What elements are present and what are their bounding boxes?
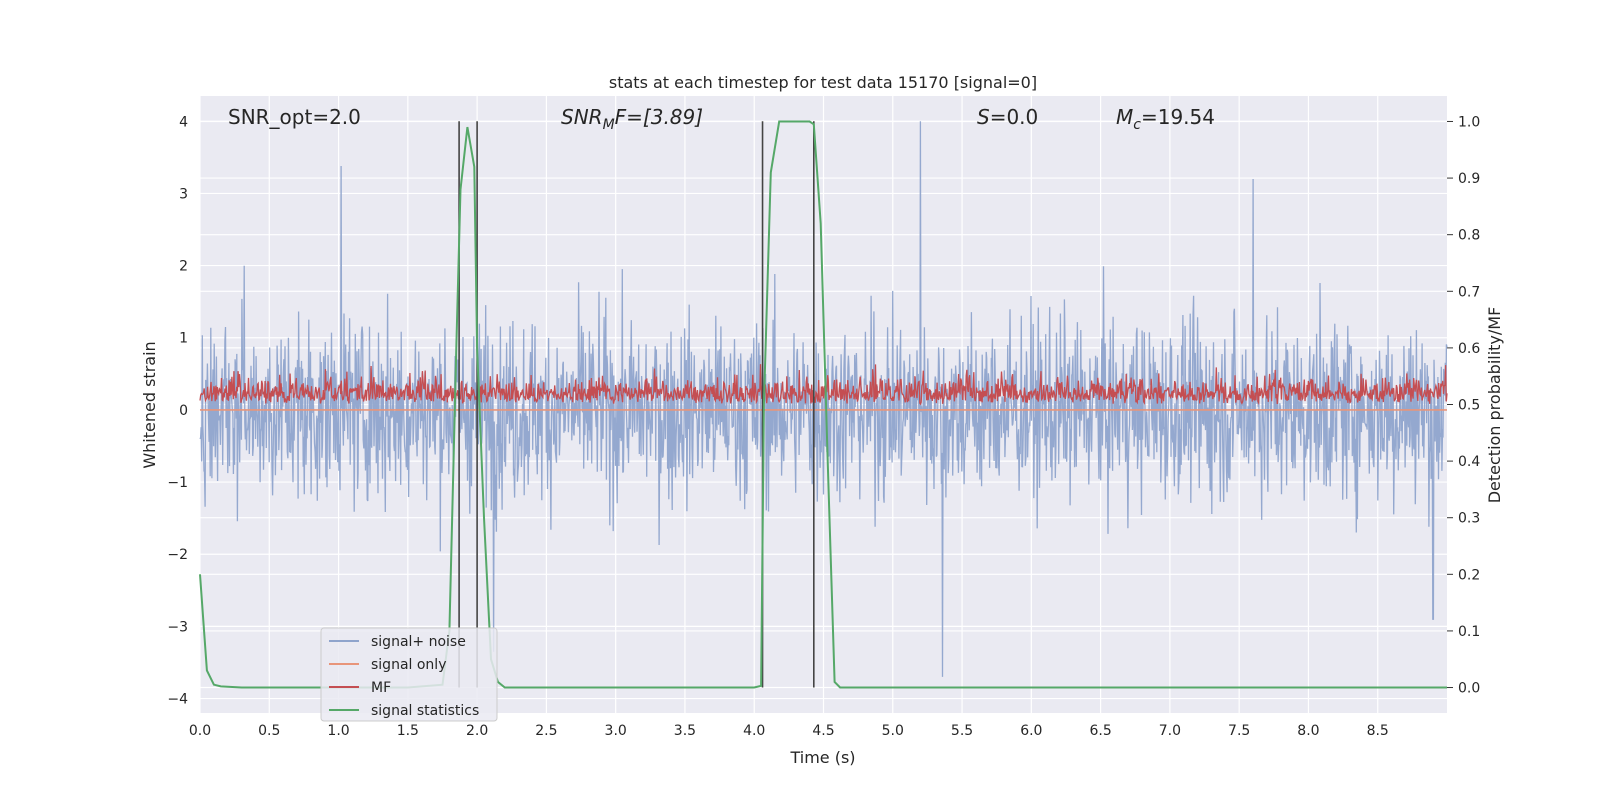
- y-left-tick-label: −1: [167, 475, 188, 491]
- x-tick-label: 4.5: [812, 723, 834, 739]
- legend-box: [320, 627, 498, 722]
- y-axis-label-right: Detection probability/MF: [1485, 307, 1504, 504]
- annotation-mc-sub: c: [1133, 117, 1141, 133]
- y-axis-label-left: Whitened strain: [140, 341, 159, 468]
- x-tick-label: 0.0: [189, 723, 211, 739]
- x-tick-label: 3.0: [605, 723, 627, 739]
- x-tick-label: 5.5: [951, 723, 973, 739]
- x-tick-label: 6.0: [1020, 723, 1042, 739]
- x-tick-label: 1.0: [327, 723, 349, 739]
- y-right-tick-label: 0.9: [1458, 171, 1480, 187]
- x-tick-label: 3.5: [674, 723, 696, 739]
- y-right-tick-label: 0.7: [1458, 284, 1480, 300]
- annotation-snr-mf-sub: M: [603, 117, 615, 133]
- ticks: 0.0 0.5 1.0 1.5 2.0 2.5 3.0 3.5 4.0 4.5 5.0 5.5 6.0 6…: [167, 114, 1480, 739]
- y-right-tick-label: 0.6: [1458, 341, 1480, 357]
- legend-label-signal-only: signal only: [371, 657, 446, 673]
- annotation-snr-mf-suffix: F=[3.89]: [615, 105, 703, 129]
- annotation-snr-mf: SNRMF=[3.89]: [561, 105, 703, 133]
- annotation-snr-opt: SNR_opt=2.0: [228, 105, 361, 129]
- y-left-tick-label: 4: [179, 114, 188, 130]
- series-signal-noise: [199, 121, 1448, 677]
- y-right-tick-label: 0.3: [1458, 511, 1480, 527]
- y-left-tick-label: −3: [167, 619, 188, 635]
- x-tick-label: 2.5: [535, 723, 557, 739]
- legend-label-mf: MF: [371, 680, 391, 696]
- x-tick-label: 5.0: [882, 723, 904, 739]
- y-right-tick-label: 0.2: [1458, 567, 1480, 583]
- y-right-tick-label: 1.0: [1458, 114, 1480, 130]
- y-left-tick-label: −2: [167, 547, 188, 563]
- legend-label-signal-statistics: signal statistics: [371, 703, 479, 719]
- y-right-tick-label: 0.8: [1458, 228, 1480, 244]
- y-right-tick-label: 0.1: [1458, 624, 1480, 640]
- x-tick-label: 8.0: [1297, 723, 1319, 739]
- annotation-snr-mf-prefix: SNR: [561, 105, 603, 129]
- x-tick-label: 7.5: [1228, 723, 1250, 739]
- annotation-mc-val: =19.54: [1141, 105, 1215, 129]
- x-tick-label: 0.5: [258, 723, 280, 739]
- legend-label-noise: signal+ noise: [371, 634, 466, 650]
- y-right-tick-label: 0.0: [1458, 681, 1480, 697]
- mf-line: [199, 364, 1448, 406]
- y-left-tick-label: 0: [179, 403, 188, 419]
- annotation-s: S=0.0: [977, 105, 1038, 129]
- x-axis-label: Time (s): [789, 748, 855, 767]
- annotation-mc-var: M: [1116, 105, 1133, 129]
- x-tick-label: 4.0: [743, 723, 765, 739]
- x-tick-label: 2.0: [466, 723, 488, 739]
- annotation-mc: Mc=19.54: [1116, 105, 1215, 133]
- x-tick-label: 1.5: [397, 723, 419, 739]
- series-mf: [199, 364, 1448, 406]
- annotation-s-val: =0.0: [990, 105, 1039, 129]
- legend: signal+ noise signal only MF signal stat…: [320, 627, 498, 722]
- y-right-tick-label: 0.4: [1458, 454, 1480, 470]
- chart-title: stats at each timestep for test data 151…: [609, 73, 1037, 92]
- x-tick-label: 8.5: [1367, 723, 1389, 739]
- y-left-tick-label: 3: [179, 186, 188, 202]
- y-left-tick-label: 2: [179, 259, 188, 275]
- signal-noise-line: [199, 121, 1448, 677]
- x-tick-label: 7.0: [1159, 723, 1181, 739]
- x-tick-label: 6.5: [1089, 723, 1111, 739]
- y-left-tick-label: 1: [179, 331, 188, 347]
- annotation-s-var: S: [977, 105, 990, 129]
- y-left-tick-label: −4: [167, 692, 188, 708]
- y-right-tick-label: 0.5: [1458, 398, 1480, 414]
